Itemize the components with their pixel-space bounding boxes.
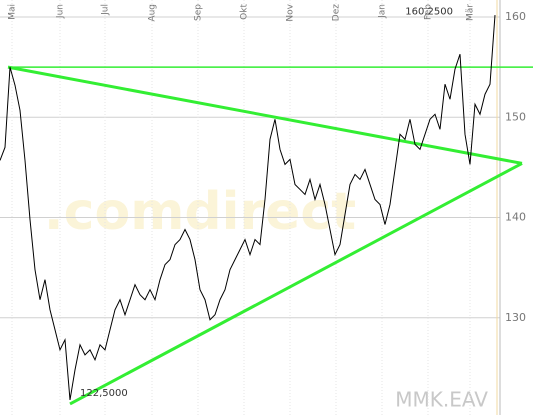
x-tick-label: Nov — [286, 3, 296, 21]
trend-line — [7, 65, 523, 165]
x-tick-label: Dez — [332, 4, 342, 21]
x-tick-label: Mai — [8, 4, 18, 20]
y-tick-label: 150 — [505, 110, 526, 123]
chart-title: MMK.EAV — [395, 388, 488, 412]
annotation: 160,2500 — [405, 7, 453, 18]
y-tick-label: 160 — [505, 10, 526, 23]
y-tick-label: 140 — [505, 211, 526, 224]
x-tick-label: Aug — [148, 4, 158, 22]
x-tick-label: Sep — [194, 4, 204, 21]
price-line — [0, 15, 496, 401]
x-tick-label: Jan — [378, 4, 388, 19]
x-tick-label: Jun — [56, 4, 66, 19]
trend-line — [69, 162, 523, 406]
watermark: .comdirect — [44, 182, 356, 242]
x-tick-label: Okt — [240, 4, 250, 20]
x-tick-label: Feb — [424, 4, 434, 20]
x-tick-label: Mär — [466, 4, 476, 21]
annotation: 122,5000 — [80, 388, 128, 399]
y-tick-label: 130 — [505, 311, 526, 324]
x-tick-label: Jul — [101, 4, 111, 16]
